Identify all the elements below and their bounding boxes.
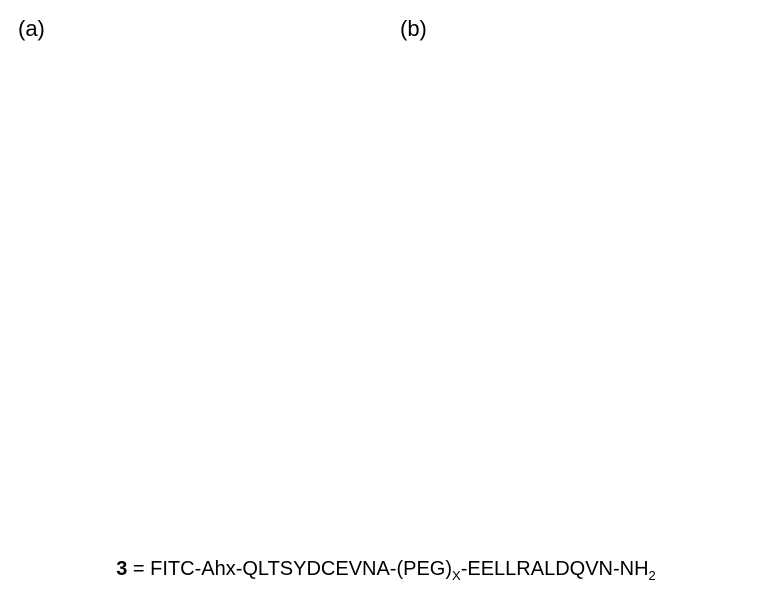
panel-b-chart (392, 10, 762, 530)
panel-a-chart (10, 10, 380, 530)
footer-sub-x: X (452, 568, 461, 583)
footer-tail: -EELLRALDQVN-NH (461, 558, 649, 580)
footer-lead: 3 (116, 558, 127, 580)
panel-b: (b) (392, 10, 762, 530)
figure-wrap: (a) (b) 3 = FITC-Ahx-QLTSYDCEVNA-(PEG)X-… (0, 0, 772, 595)
panel-a: (a) (10, 10, 380, 530)
footer-formula: 3 = FITC-Ahx-QLTSYDCEVNA-(PEG)X-EELLRALD… (0, 558, 772, 583)
footer-text: = FITC-Ahx-QLTSYDCEVNA-(PEG) (127, 558, 452, 580)
footer-tail-sub: 2 (649, 568, 656, 583)
